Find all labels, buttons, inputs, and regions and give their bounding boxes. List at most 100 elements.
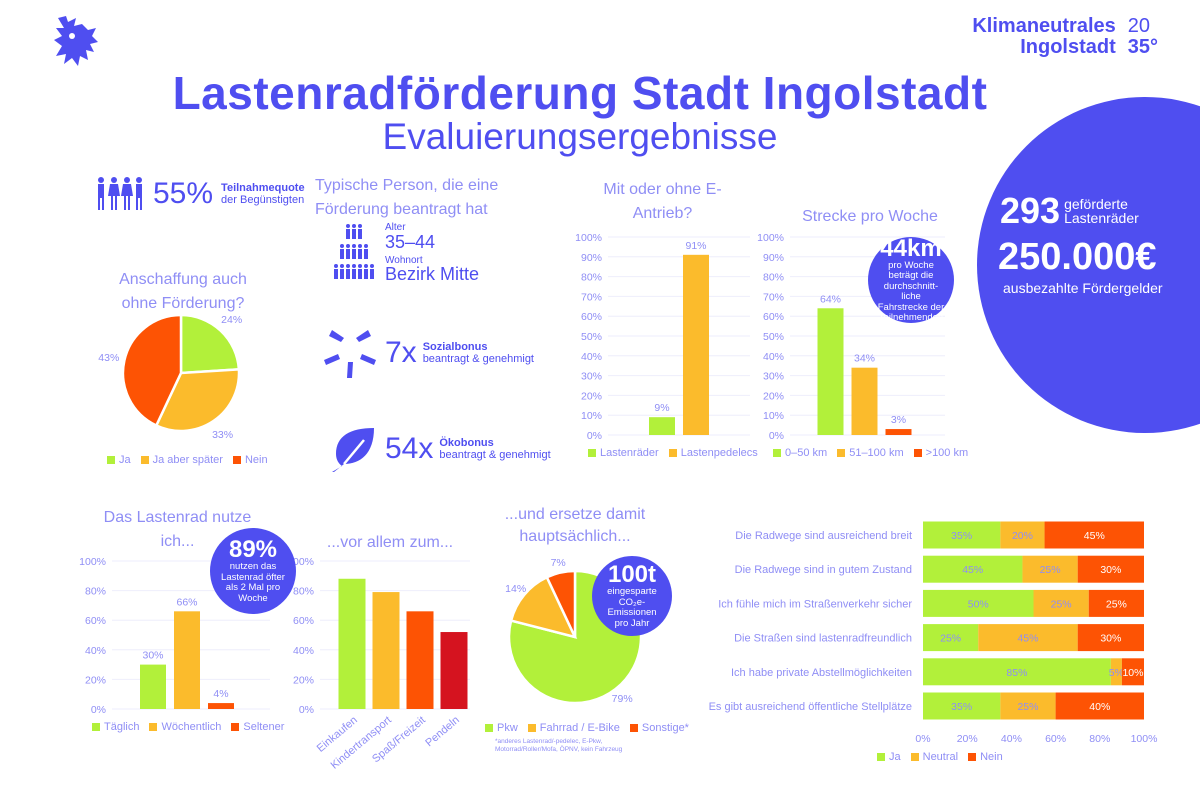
legend-item: Nein [232, 454, 268, 466]
bar [649, 417, 675, 435]
chart-title-purpose: ...vor allem zum... [326, 534, 454, 551]
brand-year-2: 35° [1127, 36, 1158, 58]
legend-ratings: Ja Neutral Nein [877, 751, 1003, 763]
legend-distance: 0–50 km 51–100 km >100 km [773, 447, 968, 459]
paid-amount-label: ausbezahlte Fördergelder [1003, 280, 1163, 296]
y-tick-label: 80% [293, 586, 314, 598]
eco-bonus-value: 54x [385, 432, 434, 465]
legend-swatch [232, 456, 241, 465]
bar-chart-4: 0%20%40%60%80%100%EinkaufenKindertranspo… [287, 556, 470, 772]
segment-label: 85% [1006, 667, 1027, 679]
legend-label: Seltener [243, 721, 285, 733]
pie-slice-label: 79% [612, 693, 633, 705]
segment-label: 50% [968, 598, 989, 610]
y-tick-label: 60% [85, 615, 106, 627]
pie-slice-label: 24% [221, 314, 242, 326]
y-tick-label: 20% [581, 390, 602, 402]
legend-e-drive: Lastenräder Lastenpedelecs [588, 447, 758, 459]
chart-title-e-drive: Mit oder ohne E-Antrieb? [603, 181, 722, 222]
leaf-icon [330, 428, 376, 477]
typical-person-title: Typische Person, die eine Förderung bean… [315, 177, 499, 218]
y-tick-label: 40% [581, 351, 602, 363]
legend-item: Ja [107, 454, 131, 466]
row-label: Die Straßen sind lastenradfreundlich [734, 633, 912, 645]
y-tick-label: 100% [79, 556, 106, 568]
paid-amount-value: 250.000€ [998, 236, 1157, 278]
bar-value-label: 4% [213, 688, 228, 700]
bar-segment [978, 624, 1078, 652]
brand-wordmark: Klimaneutrales Ingolstadt 20 35° [972, 16, 1158, 58]
legend-swatch [92, 723, 100, 732]
replaces-footnote: *anderes Lastenrad/-pedelec, E-Pkw, Moto… [495, 738, 623, 753]
legend-item: Ja [877, 751, 901, 763]
y-tick-label: 30% [763, 371, 784, 383]
y-tick-label: 40% [293, 645, 314, 657]
bar [406, 611, 434, 709]
bar [851, 367, 878, 435]
participation-label-bold: Teilnahmequote [221, 182, 305, 194]
social-bonus-value: 7x [385, 336, 417, 369]
row-label: Ich habe private Abstellmöglichkeiten [731, 667, 912, 679]
legend-label: 0–50 km [785, 447, 828, 459]
y-tick-label: 60% [293, 615, 314, 627]
bar-chart-1: 0% 10% 20% 30% 40% 50% 60% 70% 80% 90% 100% 9% 91% [575, 232, 750, 442]
co2-bubble: 100t eingesparte CO₂e-Emissionen pro Jah… [592, 556, 672, 636]
funded-count-label-2: Lastenräder [1064, 210, 1139, 226]
legend-swatch [668, 449, 677, 458]
social-bonus-label-bold: Sozialbonus [422, 341, 488, 353]
brand-line-2: Ingolstadt [1020, 36, 1116, 58]
pie-slice [121, 313, 183, 428]
legend-label: Ja aber später [152, 454, 223, 466]
panther-coat-of-arms-icon [54, 16, 98, 66]
legend-replaces: Pkw Fahrrad / E-Bike Sonstige* [485, 722, 689, 734]
legend-label: Nein [244, 454, 268, 466]
pie-slice-label: 43% [98, 352, 119, 364]
summary-circle [977, 97, 1200, 433]
x-tick-label: 80% [1089, 733, 1110, 745]
pie-slice-label: 33% [212, 429, 233, 441]
bar-segment [1000, 692, 1056, 720]
legend-swatch [837, 449, 846, 458]
bar-value-label: 9% [654, 402, 669, 414]
hands-circle-icon [322, 326, 378, 387]
y-tick-label: 100% [757, 232, 784, 244]
bar-segment [923, 521, 1001, 549]
segment-label: 45% [1084, 530, 1105, 542]
legend-label: Pkw [497, 722, 518, 734]
usage-bubble: 89% nutzen das Lastenrad öfter als 2 Mal… [210, 528, 296, 614]
segment-label: 25% [1040, 564, 1061, 576]
distance-bubble-value: 44km [880, 234, 942, 262]
pie-slice [545, 569, 577, 638]
legend-item: Neutral [910, 751, 958, 763]
y-tick-label: 50% [763, 331, 784, 343]
bar-segment [1121, 658, 1144, 686]
usage-bubble-value: 89% [228, 536, 278, 563]
segment-label: 25% [1106, 598, 1127, 610]
people-group-icon [98, 177, 142, 210]
bar-segment [1077, 555, 1144, 583]
y-tick-label: 50% [581, 331, 602, 343]
bar-segment [923, 555, 1023, 583]
legend-swatch [913, 449, 922, 458]
bar-value-label: 34% [854, 353, 875, 365]
segment-label: 40% [1089, 701, 1110, 713]
residence-label: Wohnort [385, 255, 423, 266]
x-tick-label: 0% [915, 733, 930, 745]
legend-usage: Täglich Wöchentlich Seltener [92, 721, 284, 733]
legend-item: Ja aber später [140, 454, 223, 466]
y-tick-label: 60% [581, 311, 602, 323]
legend-swatch [485, 724, 493, 733]
bar-segment [1033, 589, 1089, 617]
y-tick-label: 20% [763, 390, 784, 402]
legend-item: 0–50 km [773, 447, 827, 459]
y-tick-label: 40% [763, 351, 784, 363]
legend-item: Wöchentlich [149, 721, 221, 733]
y-tick-label: 0% [587, 430, 602, 442]
stacked-bar-chart: Die Radwege sind ausreichend breit 35% 20%… [709, 521, 1157, 745]
legend-swatch [149, 723, 158, 732]
segment-label: 30% [1100, 633, 1121, 645]
bar [440, 632, 468, 709]
bar-segment [1044, 521, 1144, 549]
bar-segment [1077, 624, 1144, 652]
bar-value-label: 64% [820, 293, 841, 305]
